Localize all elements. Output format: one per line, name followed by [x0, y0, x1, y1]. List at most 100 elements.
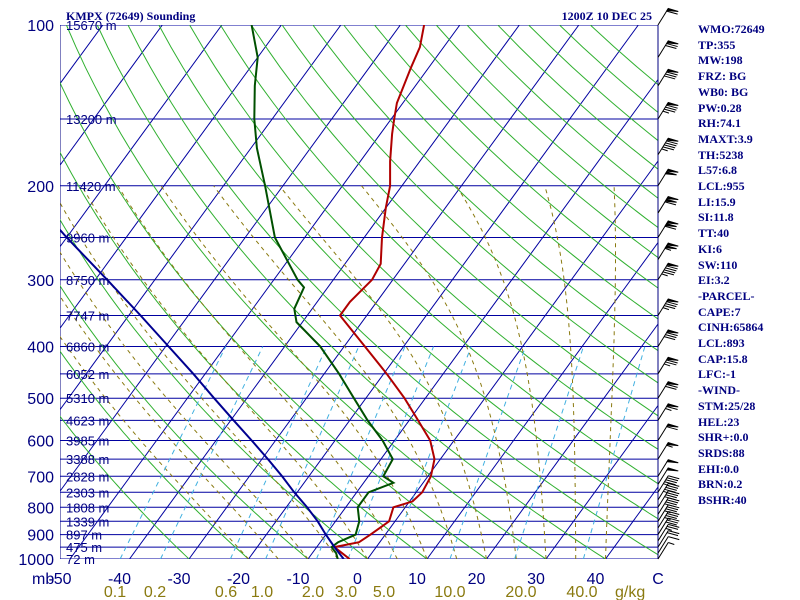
- temperature-tick-label: -40: [108, 571, 131, 588]
- wind-barb-shaft: [657, 40, 669, 58]
- wind-barb-pennant: [664, 223, 677, 228]
- wind-barbs: [657, 7, 680, 560]
- isotherm-line: [486, 323, 658, 559]
- moist-adiabat: [455, 185, 547, 559]
- wind-barb-pennant: [666, 298, 679, 303]
- moist-adiabat: [361, 185, 517, 559]
- mixing-ratio-label: 5.0: [373, 584, 395, 600]
- dry-adiabat: [281, 25, 658, 384]
- pressure-tick-label: 1000: [18, 552, 54, 569]
- wind-barb-flag: [668, 475, 680, 480]
- temperature-tick-label: -50: [48, 571, 71, 588]
- wind-barb-flag: [665, 486, 677, 491]
- isotherm-line: [129, 25, 520, 559]
- wind-barb-pennant: [666, 381, 679, 386]
- wind-barb-flag: [665, 267, 677, 272]
- index-value: LCL:955: [698, 179, 745, 194]
- wind-barb-pennant: [664, 245, 677, 250]
- pressure-tick-label: 300: [27, 273, 54, 290]
- index-value: TH:5238: [698, 147, 744, 162]
- dry-adiabat: [60, 284, 309, 559]
- index-value: SHR+:0.0: [698, 430, 749, 445]
- wind-barb-flag: [666, 426, 678, 431]
- height-label: 897 m: [66, 528, 102, 543]
- moist-adiabat: [213, 185, 458, 559]
- wind-barb-shaft: [657, 536, 669, 554]
- wind-barb-half-flag: [662, 307, 670, 311]
- wind-barb-pennant: [666, 7, 679, 12]
- mixing-ratio-line: [389, 346, 472, 559]
- wind-barb-half-flag: [661, 273, 668, 277]
- height-label: 4623 m: [66, 413, 109, 428]
- pressure-unit-label: mb: [32, 571, 54, 588]
- index-value: MAXT:3.9: [698, 131, 753, 146]
- wind-barb-flag: [668, 482, 680, 487]
- wind-barb-flag: [665, 303, 677, 308]
- pressure-tick-label: 900: [27, 528, 54, 545]
- dry-adiabat: [405, 25, 658, 259]
- height-label: 6052 m: [66, 367, 109, 382]
- wind-barb-half-flag: [666, 444, 673, 448]
- isotherm-line: [69, 25, 461, 559]
- wind-barb-shaft: [657, 483, 669, 501]
- wind-barb-pennant: [666, 242, 679, 247]
- index-value: -WIND-: [698, 383, 740, 398]
- index-value: L57:6.8: [698, 163, 737, 178]
- mixing-ratio-line: [160, 346, 264, 559]
- mixing-ratio-unit-label: g/kg: [615, 584, 645, 600]
- moist-adiabat: [60, 201, 339, 559]
- wind-barb-shaft: [657, 8, 669, 26]
- wind-barb-shaft: [657, 357, 669, 375]
- dry-adiabat: [60, 350, 249, 559]
- wind-barb-flag: [662, 271, 675, 276]
- pressure-tick-label: 100: [27, 18, 54, 35]
- temperature-tick-label: -30: [167, 571, 190, 588]
- wind-barb-flag: [664, 496, 676, 501]
- wind-barb-flag: [666, 10, 678, 15]
- wind-barb-flag: [666, 519, 679, 524]
- pressure-tick-label: 700: [27, 469, 54, 486]
- index-value: BRN:0.2: [698, 477, 743, 492]
- mixing-ratio-line: [229, 346, 328, 559]
- wind-barb-flag: [664, 108, 676, 113]
- wind-barb-flag: [668, 517, 680, 522]
- temperature-trace: [332, 25, 436, 559]
- wind-barb-flag: [666, 506, 679, 511]
- dry-adiabat: [374, 25, 658, 289]
- dry-adiabat: [96, 25, 606, 559]
- wind-barb-shaft: [657, 511, 669, 529]
- sounding-traces: [60, 25, 436, 559]
- wind-barb-pennant: [666, 467, 679, 472]
- index-value: WB0: BG: [698, 84, 749, 99]
- wind-barb-flag: [665, 361, 677, 366]
- wind-barb-pennant: [664, 171, 677, 176]
- pressure-tick-label: 500: [27, 391, 54, 408]
- mixing-ratio-line: [514, 346, 584, 559]
- wind-barb-pennant: [666, 459, 679, 464]
- height-label: 2828 m: [66, 469, 109, 484]
- dry-adiabat: [60, 218, 368, 559]
- wind-barb-flag: [665, 515, 677, 519]
- moist-adiabat: [117, 185, 398, 559]
- parcel-trace: [60, 228, 345, 559]
- wind-barb-flag: [664, 336, 676, 341]
- wind-barb-shaft: [657, 381, 669, 399]
- wind-barb-flag: [662, 146, 675, 151]
- wind-barb-flag: [666, 525, 679, 530]
- mixing-ratio-label: 2.0: [302, 584, 324, 600]
- height-label: 1339 m: [66, 514, 109, 529]
- wind-barb-pennant: [666, 329, 679, 334]
- height-label: 11420 m: [66, 179, 116, 194]
- isotherm-line: [426, 241, 658, 559]
- index-value: TT:40: [698, 226, 730, 241]
- wind-barb-flag: [665, 494, 677, 499]
- isotherm-line: [188, 25, 580, 559]
- moist-adiabat: [60, 251, 309, 559]
- dry-adiabat: [158, 25, 658, 520]
- wind-barb-flag: [664, 305, 676, 310]
- pressure-tick-label: 400: [27, 340, 54, 357]
- index-value: LCL:893: [698, 336, 745, 351]
- wind-barb-flag: [666, 477, 679, 482]
- temperature-tick-label: 0: [353, 571, 362, 588]
